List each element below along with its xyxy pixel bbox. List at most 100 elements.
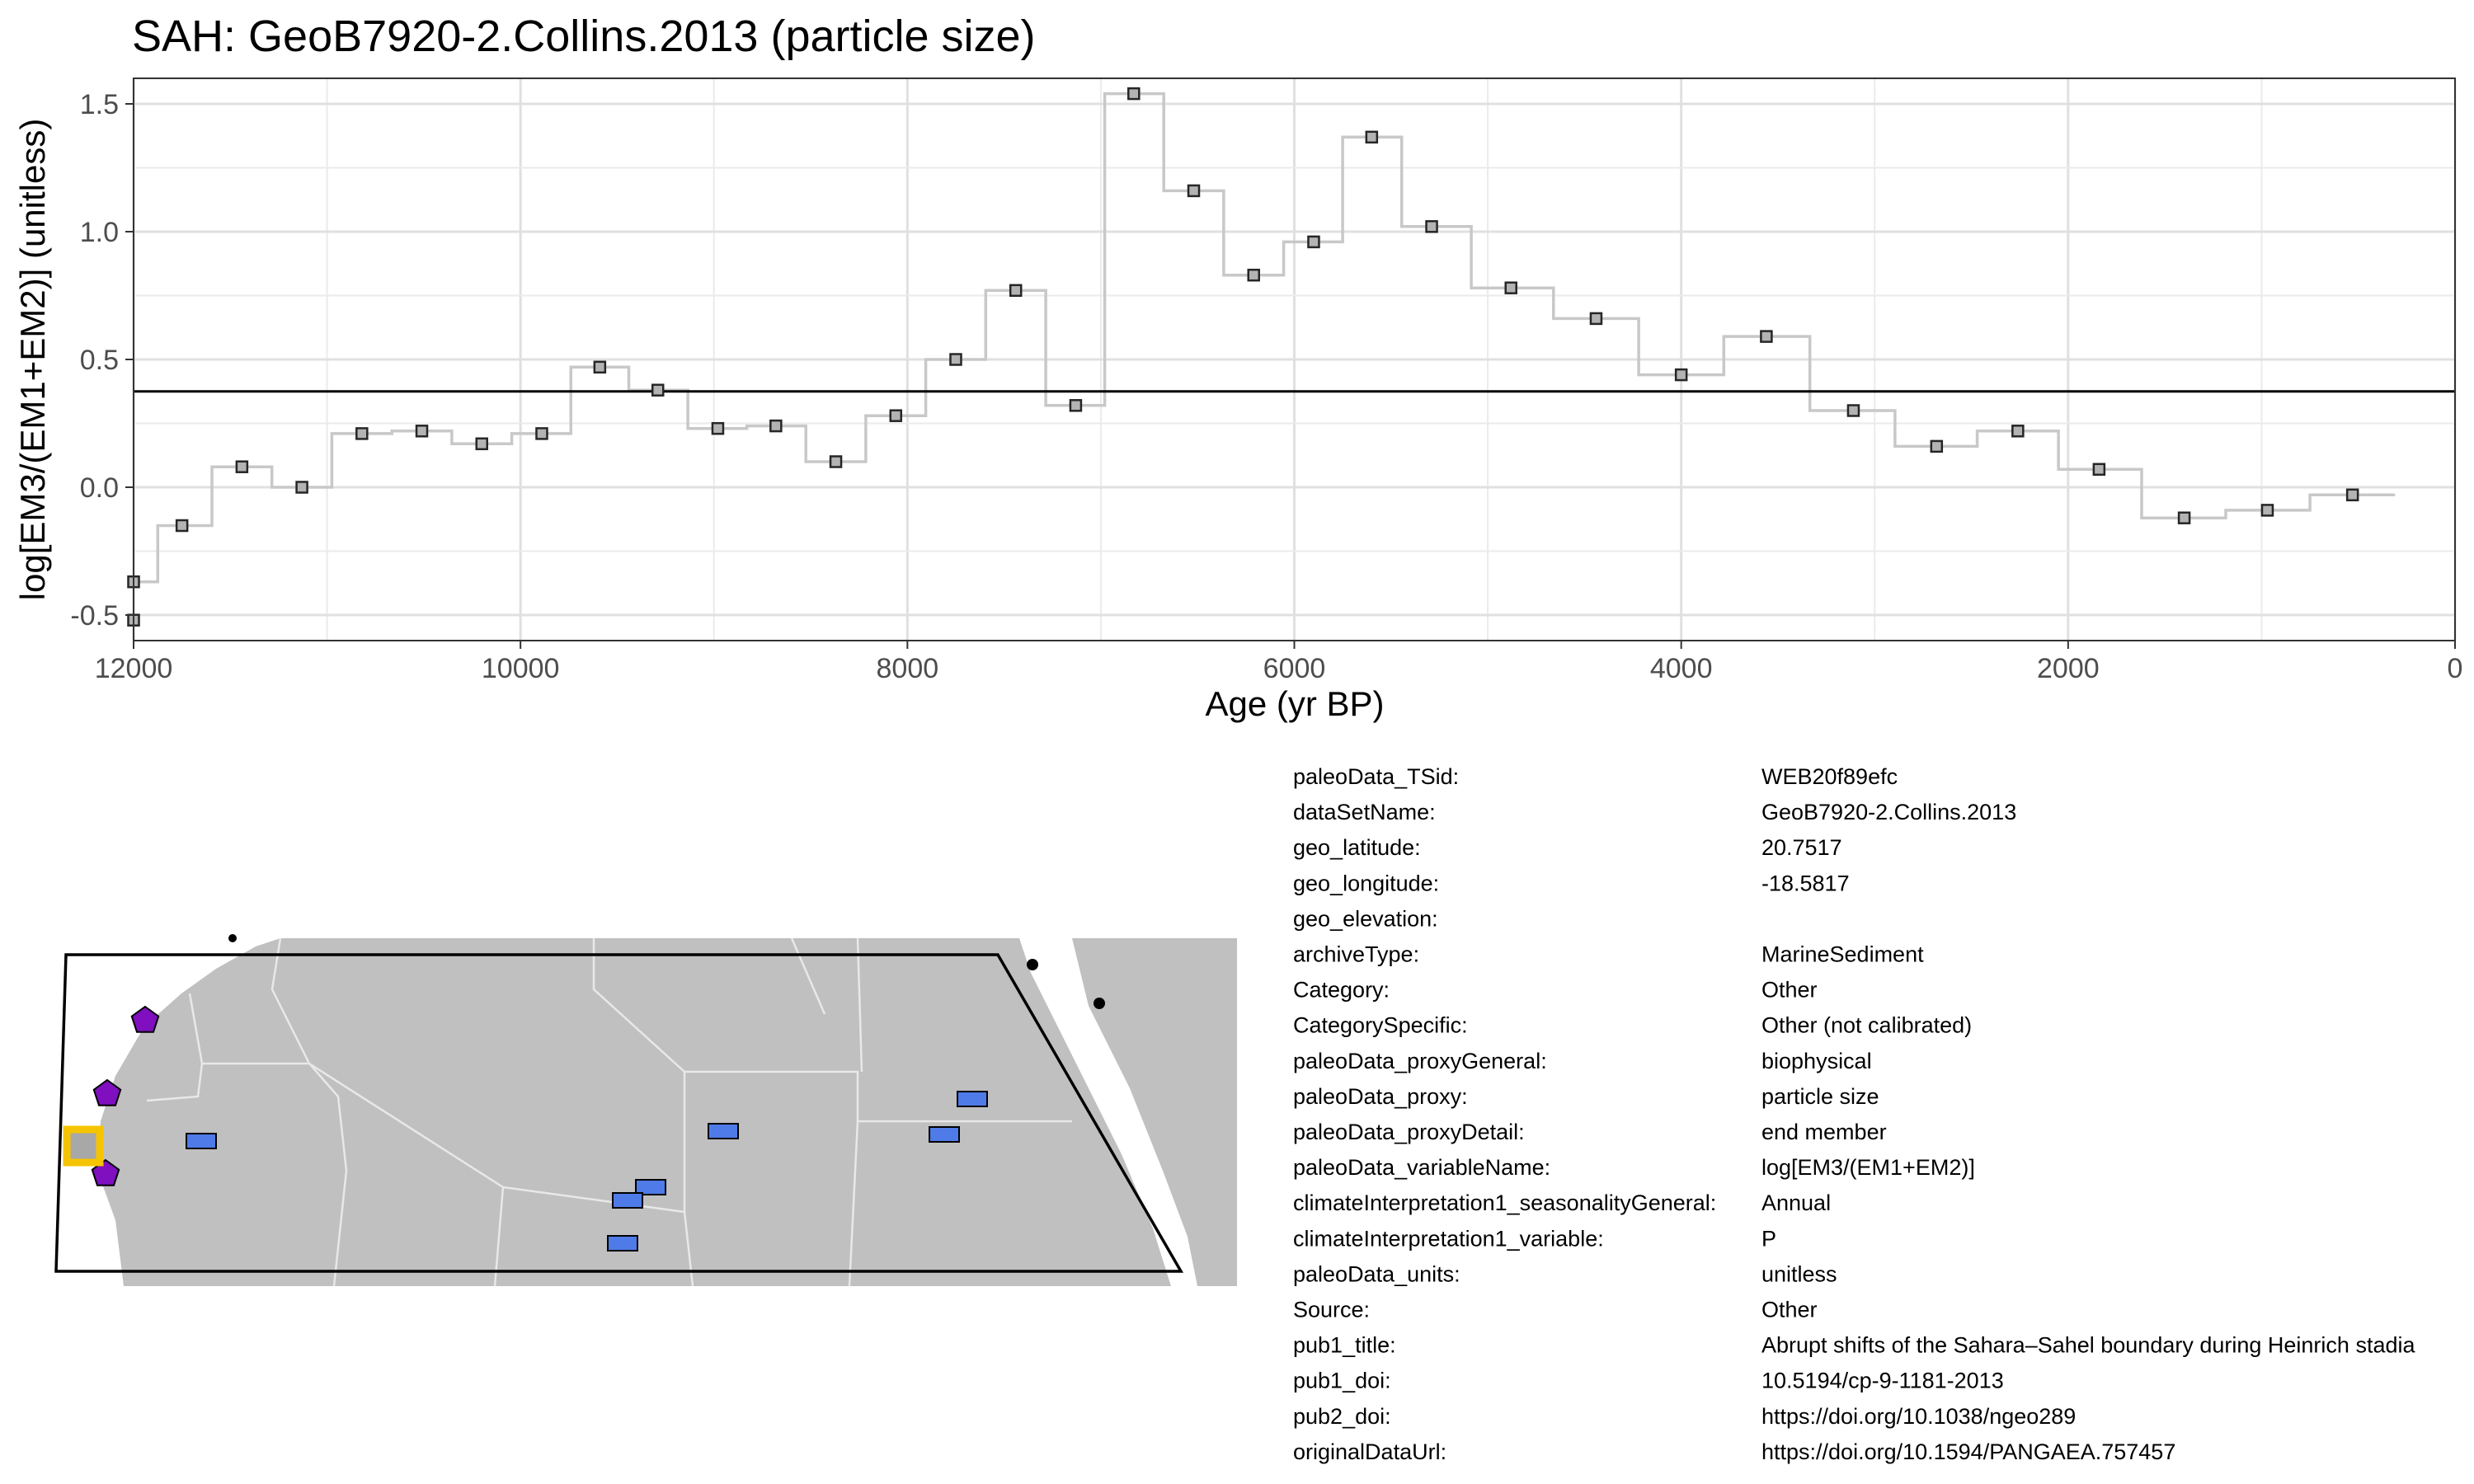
data-points	[127, 87, 2359, 627]
metadata-value: 10.5194/cp-9-1181-2013	[1761, 1369, 2004, 1393]
rectangle-marker	[708, 1123, 739, 1139]
data-point	[1187, 184, 1201, 198]
metadata-value: MarineSediment	[1761, 942, 1924, 967]
y-axis-title: log[EM3/(EM1+EM2)] (unitless)	[13, 119, 52, 601]
data-point	[1930, 439, 1944, 453]
data-point	[1846, 404, 1860, 417]
data-point	[1504, 281, 1517, 294]
y-tick-label: 1.0	[80, 217, 119, 248]
grid	[132, 78, 2457, 641]
rectangle-marker	[635, 1179, 666, 1195]
metadata-key: paleoData_proxyDetail:	[1293, 1120, 1525, 1144]
metadata-key: paleoData_TSid:	[1293, 764, 1459, 789]
x-tick-label: 4000	[1650, 653, 1713, 684]
data-point	[415, 425, 429, 438]
data-point	[2092, 463, 2106, 477]
metadata-key: geo_elevation:	[1293, 906, 1438, 931]
metadata-key: pub1_doi:	[1293, 1369, 1391, 1393]
metadata-key: archiveType:	[1293, 942, 1419, 967]
metadata-value: https://doi.org/10.1594/PANGAEA.757457	[1761, 1439, 2175, 1464]
pentagon-marker	[92, 1078, 122, 1106]
metadata-value: https://doi.org/10.1038/ngeo289	[1761, 1404, 2076, 1429]
metadata-key: paleoData_variableName:	[1293, 1155, 1550, 1180]
data-point	[1760, 330, 1773, 343]
metadata-key: originalDataUrl:	[1293, 1439, 1446, 1464]
data-point	[2345, 488, 2359, 502]
plot-area	[127, 77, 2457, 641]
data-point	[1009, 284, 1023, 298]
y-tick-label: -0.5	[70, 600, 119, 632]
data-point	[175, 519, 189, 533]
y-tick-label: 0.5	[80, 345, 119, 376]
data-point	[1247, 268, 1260, 282]
data-point	[949, 353, 962, 366]
pentagon-marker	[91, 1158, 120, 1186]
metadata-value: Abrupt shifts of the Sahara–Sahel bounda…	[1761, 1333, 2415, 1358]
data-point	[2177, 511, 2191, 524]
data-point	[1365, 130, 1379, 144]
pentagon-marker	[130, 1005, 160, 1033]
metadata-value: Other (not calibrated)	[1761, 1013, 1972, 1038]
metadata-key: pub1_title:	[1293, 1333, 1396, 1358]
data-point	[1589, 312, 1603, 326]
red-sea	[1019, 938, 1197, 1286]
metadata-value: unitless	[1761, 1261, 1837, 1286]
map-land	[97, 938, 1237, 1286]
x-tick-label: 12000	[95, 653, 173, 684]
metadata-key: climateInterpretation1_seasonalityGenera…	[1293, 1190, 1716, 1215]
data-point	[475, 437, 488, 451]
x-axis-ticks: 12000 10000 8000 6000 4000 2000 0	[95, 641, 2462, 684]
metadata-value: biophysical	[1761, 1049, 1872, 1073]
y-axis-ticks: -0.5 0.0 0.5 1.0 1.5	[70, 89, 134, 632]
series-step-line	[134, 92, 2396, 584]
x-tick-label: 6000	[1263, 653, 1326, 684]
metadata-key: Source:	[1293, 1298, 1370, 1322]
metadata-table: paleoData_TSid: WEB20f89efc dataSetName: Ge…	[1293, 764, 2415, 1464]
metadata-value: end member	[1761, 1120, 1887, 1144]
metadata-value: particle size	[1761, 1084, 1879, 1109]
data-point	[1674, 368, 1688, 382]
metadata-key: geo_latitude:	[1293, 835, 1421, 860]
series-group	[134, 92, 2396, 584]
metadata-value: GeoB7920-2.Collins.2013	[1761, 800, 2016, 824]
metadata-value: 20.7517	[1761, 835, 1842, 860]
rectangle-markers	[186, 1091, 988, 1252]
data-point	[1425, 220, 1438, 233]
metadata-key: CategorySpecific:	[1293, 1013, 1468, 1038]
data-point	[1307, 235, 1320, 249]
metadata-value: Other	[1761, 1298, 1818, 1322]
data-point	[651, 383, 665, 397]
metadata-key: climateInterpretation1_variable:	[1293, 1226, 1604, 1251]
data-point	[1127, 87, 1141, 101]
metadata-key: geo_longitude:	[1293, 871, 1439, 895]
metadata-value: Annual	[1761, 1190, 1831, 1215]
rectangle-marker	[929, 1126, 960, 1143]
metadata-key: pub2_doi:	[1293, 1404, 1391, 1429]
x-tick-label: 2000	[2037, 653, 2100, 684]
selected-site-marker	[63, 1125, 104, 1167]
data-point	[769, 419, 783, 433]
metadata-key: paleoData_units:	[1293, 1261, 1460, 1286]
metadata-value: WEB20f89efc	[1761, 764, 1898, 789]
metadata-value: log[EM3/(EM1+EM2)]	[1761, 1155, 1975, 1180]
site-map	[54, 934, 1237, 1286]
rectangle-marker	[957, 1091, 988, 1107]
data-point	[295, 481, 308, 494]
data-point	[829, 455, 843, 468]
metadata-key: dataSetName:	[1293, 800, 1436, 824]
site-dot	[1027, 959, 1038, 970]
data-point	[1069, 399, 1083, 412]
data-point	[2011, 425, 2025, 438]
x-tick-label: 10000	[482, 653, 560, 684]
data-point	[711, 421, 725, 435]
country-borders	[146, 938, 1072, 1286]
metadata-value: Other	[1761, 978, 1818, 1003]
data-point	[355, 427, 369, 440]
africa-land	[97, 938, 1237, 1286]
data-point	[535, 427, 548, 440]
arabia-land	[1072, 938, 1237, 1220]
region-outline	[54, 953, 1184, 1273]
y-tick-label: 1.5	[80, 89, 119, 120]
chart-title: SAH: GeoB7920-2.Collins.2013 (particle s…	[132, 12, 1036, 61]
data-point	[593, 360, 607, 374]
